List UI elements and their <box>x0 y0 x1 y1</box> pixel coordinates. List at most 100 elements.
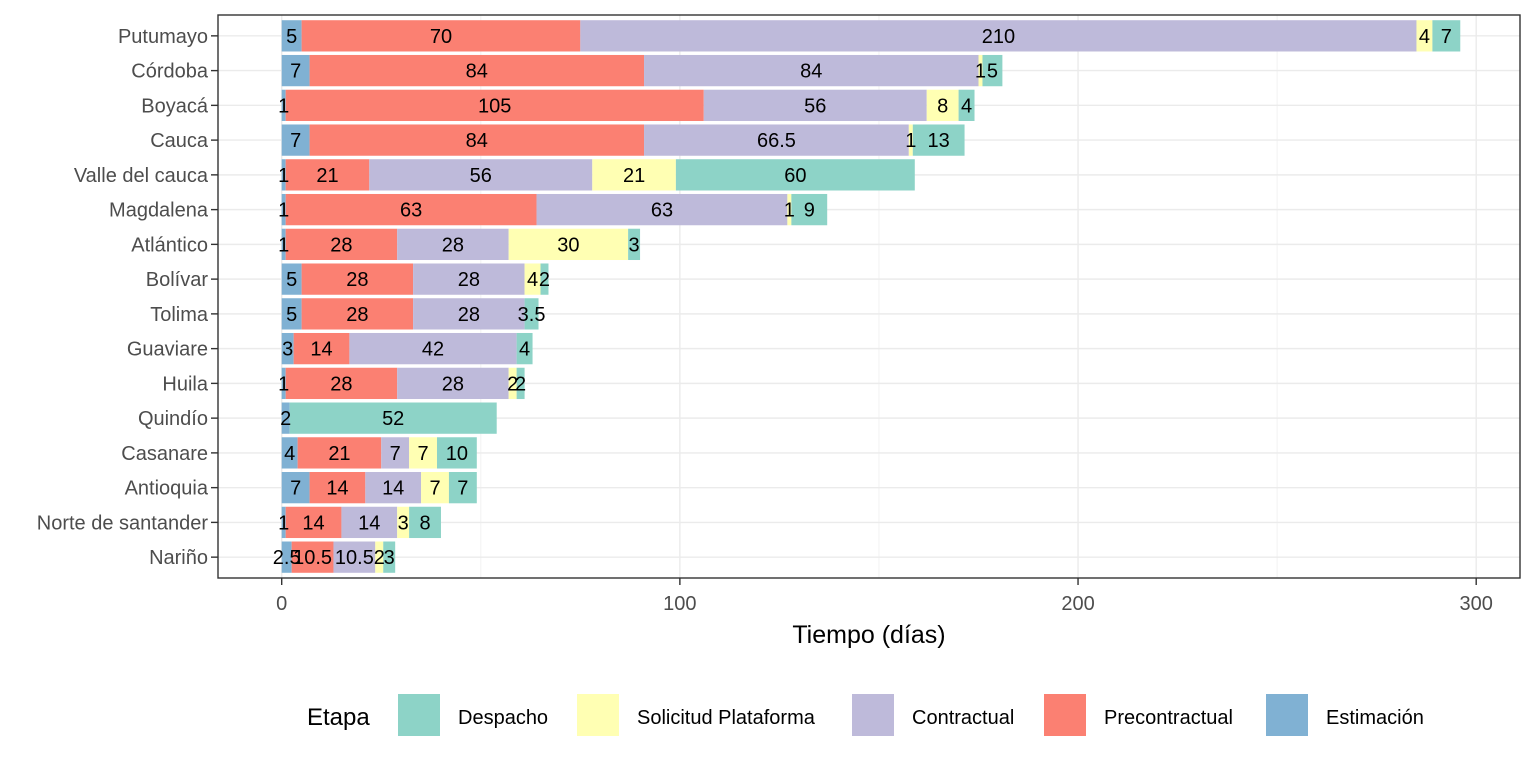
y-tick-label: Atlántico <box>131 234 208 256</box>
bar-segment <box>369 159 593 191</box>
bar-segment <box>281 472 310 504</box>
bar-data-label: 14 <box>358 512 380 534</box>
bar-segment <box>908 124 913 156</box>
legend-key <box>1044 694 1086 736</box>
legend-label: Solicitud Plataforma <box>637 707 816 729</box>
bar-segment <box>958 89 975 121</box>
y-tick-label: Magdalena <box>109 200 209 222</box>
bar-data-label: 56 <box>470 165 492 187</box>
bar-data-label: 7 <box>417 443 428 465</box>
bar-segment <box>285 228 398 261</box>
legend: Etapa Despacho Solicitud Plataforma Contra… <box>307 694 1424 736</box>
bar-data-label: 2 <box>280 408 291 430</box>
y-tick-label: Norte de santander <box>37 512 209 534</box>
bars <box>281 20 1461 573</box>
bar-segment <box>281 54 310 87</box>
bar-segment <box>397 506 410 539</box>
bar-data-label: 42 <box>422 339 444 361</box>
bar-segment <box>341 506 398 539</box>
bar-data-label: 5 <box>987 61 998 83</box>
bar-data-label: 2.5 <box>273 547 301 569</box>
bar-segment <box>397 228 509 261</box>
bar-segment <box>375 541 384 573</box>
bar-segment <box>285 193 537 226</box>
bar-data-label: 63 <box>400 200 422 222</box>
bar-data-label: 210 <box>982 26 1015 48</box>
bar-segment <box>301 263 414 295</box>
bar-data-label: 30 <box>557 234 579 256</box>
bar-segment <box>301 298 414 330</box>
bar-data-label: 7 <box>429 478 440 500</box>
bar-segment <box>281 263 302 295</box>
bar-data-label: 8 <box>937 95 948 117</box>
bar-segment <box>281 159 286 191</box>
bar-data-label: 21 <box>623 165 645 187</box>
plot-border <box>217 14 1521 579</box>
bar-labels: 5 70 210 4 77 84 84 1 51 105 56 8 47 84 66.5 1 131 21 56 21… <box>273 26 1452 569</box>
bar-segment <box>281 20 302 52</box>
bar-segment <box>982 54 1003 87</box>
bar-segment <box>365 472 422 504</box>
y-tick-label: Antioquia <box>125 478 209 500</box>
bar-segment <box>289 402 497 434</box>
bar-data-label: 5 <box>286 26 297 48</box>
bar-segment <box>978 54 983 87</box>
bar-segment <box>644 54 979 87</box>
bar-segment <box>281 437 298 469</box>
bar-segment <box>291 541 334 573</box>
y-tick-label: Casanare <box>121 443 208 465</box>
y-tick-label: Nariño <box>149 547 208 569</box>
bar-data-label: 5 <box>286 269 297 291</box>
bar-data-label: 3 <box>384 547 395 569</box>
bar-data-label: 63 <box>651 200 673 222</box>
bar-segment <box>628 228 641 261</box>
bar-data-label: 21 <box>328 443 350 465</box>
bar-data-label: 28 <box>346 269 368 291</box>
bar-segment <box>675 159 915 191</box>
bar-segment <box>301 20 581 52</box>
bar-data-label: 56 <box>804 95 826 117</box>
bar-data-label: 28 <box>442 234 464 256</box>
bar-data-label: 2 <box>515 373 526 395</box>
bar-segment <box>703 89 927 121</box>
bar-segment <box>791 193 828 226</box>
bar-data-label: 3 <box>629 234 640 256</box>
bar-segment <box>644 124 909 156</box>
bar-data-label: 7 <box>290 478 301 500</box>
bar-segment <box>281 541 292 573</box>
bar-data-label: 3.5 <box>518 304 546 326</box>
bar-data-label: 84 <box>466 61 488 83</box>
y-tick-label: Boyacá <box>141 95 209 117</box>
bar-data-label: 4 <box>284 443 295 465</box>
bar-segment <box>281 298 302 330</box>
bar-data-label: 1 <box>278 373 289 395</box>
bar-segment <box>1416 20 1433 52</box>
bar-data-label: 1 <box>784 200 795 222</box>
bar-data-label: 14 <box>382 478 404 500</box>
y-tick-label: Guaviare <box>127 339 208 361</box>
bar-data-label: 10 <box>446 443 468 465</box>
bar-segment <box>448 472 477 504</box>
bar-segment <box>285 89 704 121</box>
y-tick-label: Tolima <box>150 304 209 326</box>
legend-label: Precontractual <box>1104 707 1233 729</box>
bar-segment <box>421 472 449 504</box>
bar-data-label: 1 <box>905 130 916 152</box>
bar-data-label: 8 <box>419 512 430 534</box>
bar-segment <box>397 367 509 400</box>
y-axis: Putumayo Córdoba Boyacá Cauca Valle del cauc… <box>37 26 218 569</box>
bar-segment <box>516 332 533 365</box>
legend-key <box>398 694 440 736</box>
bar-segment <box>436 437 477 469</box>
bar-data-label: 1 <box>975 61 986 83</box>
bar-data-label: 7 <box>1441 26 1452 48</box>
legend-label: Despacho <box>458 707 548 729</box>
legend-key <box>577 694 619 736</box>
bar-segment <box>281 367 286 400</box>
bar-segment <box>1432 20 1461 52</box>
y-tick-label: Córdoba <box>131 61 209 83</box>
bar-segment <box>281 332 294 365</box>
bar-segment <box>508 228 629 261</box>
bar-segment <box>293 332 350 365</box>
